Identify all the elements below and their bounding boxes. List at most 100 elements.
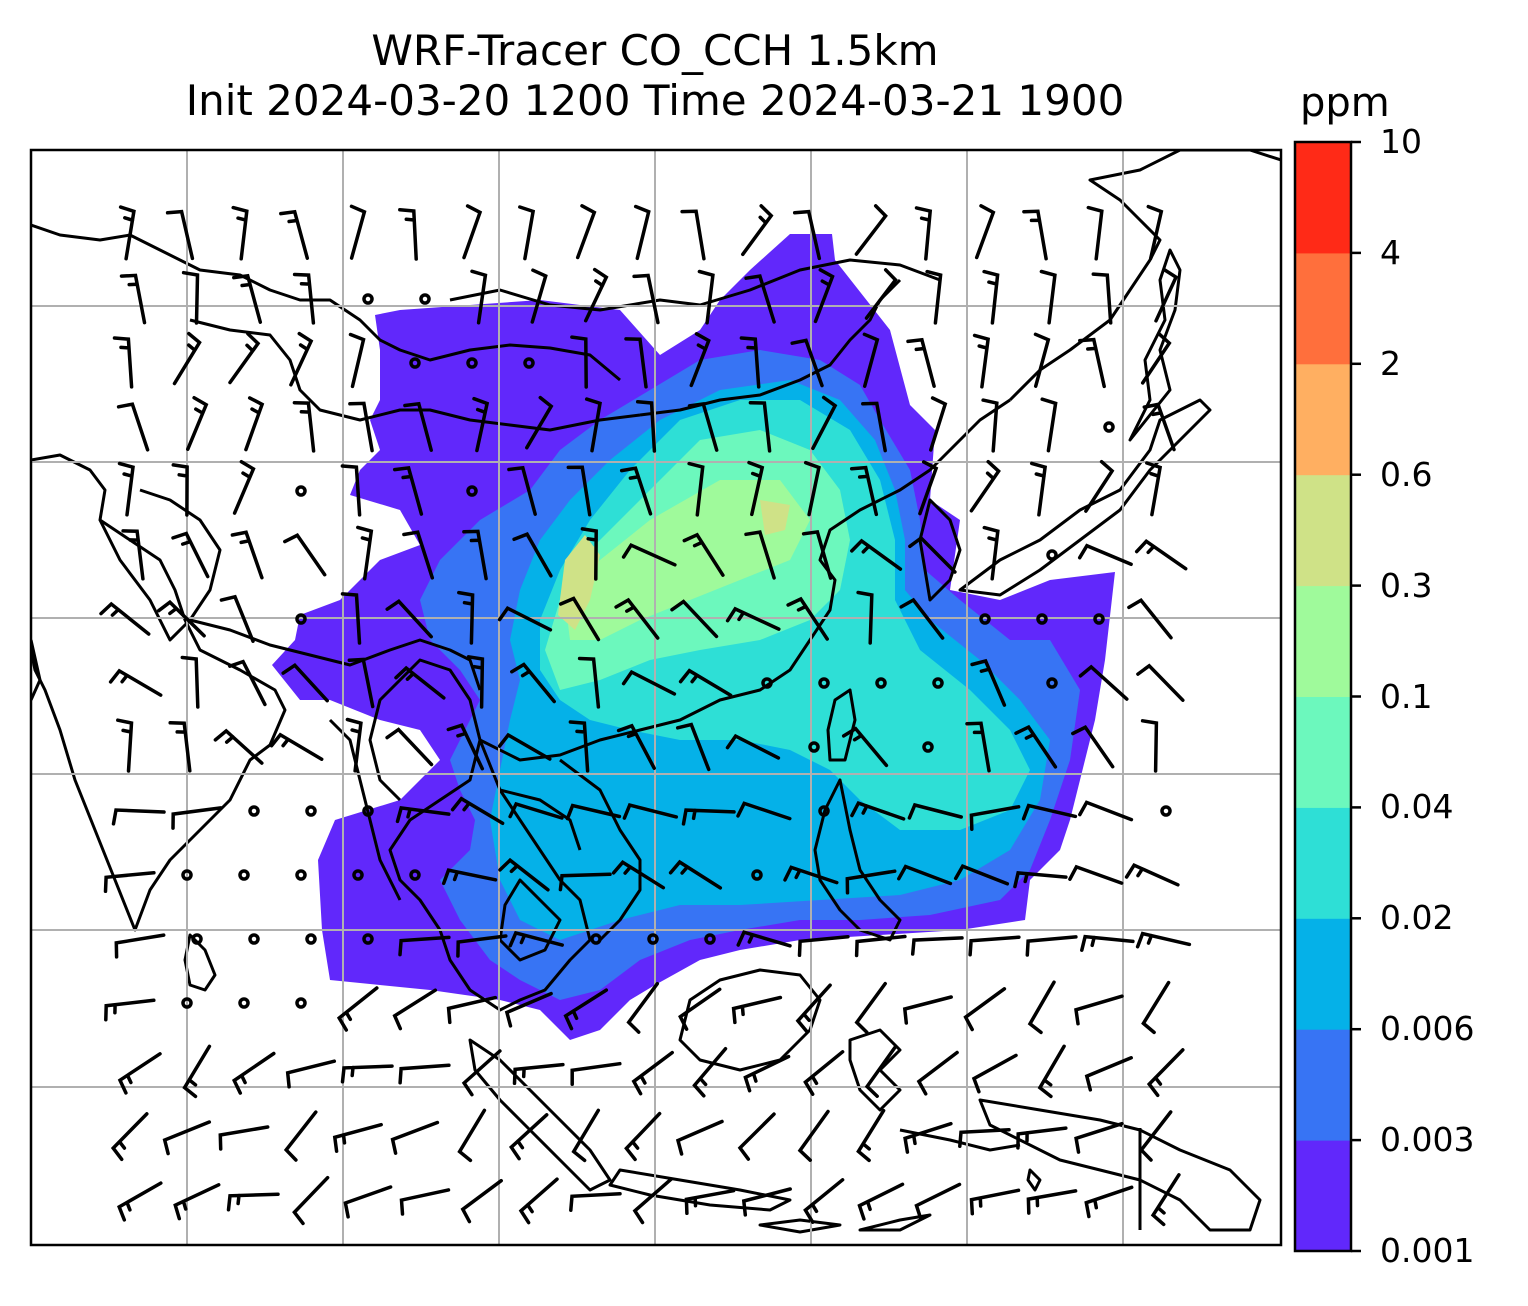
coastline-taiwan [826, 688, 857, 762]
wind-barb [1142, 402, 1176, 452]
wind-barb [929, 396, 948, 452]
wind-barb [390, 1120, 440, 1155]
wind-barb [466, 655, 485, 709]
wind-barb [681, 808, 736, 826]
wind-barb [803, 1178, 845, 1224]
wind-barb [910, 936, 964, 956]
calm-wind-marker [295, 613, 307, 625]
wind-barb [953, 864, 1010, 886]
wind-barb [850, 800, 906, 821]
wind-barb [156, 599, 206, 638]
colorbar-band-7 [1295, 363, 1351, 476]
wind-barb [457, 590, 475, 645]
calm-wind-marker [305, 933, 317, 945]
wind-barb [1124, 862, 1180, 887]
wind-barb [171, 463, 189, 517]
wind-barb [292, 1175, 330, 1226]
wind-barb [786, 596, 829, 641]
wind-barb [908, 535, 957, 574]
wind-barb [504, 991, 553, 1028]
wind-barb [398, 208, 418, 261]
wind-barb [1074, 994, 1124, 1026]
wind-barb [969, 459, 1001, 513]
wind-barb [854, 981, 887, 1034]
calm-wind-marker [1093, 613, 1105, 625]
wind-barb [119, 273, 147, 325]
coastline-myanmar [328, 718, 402, 901]
coastline-arabian-west [31, 639, 42, 701]
wind-barb [736, 930, 792, 948]
wind-barb [687, 461, 705, 517]
wind-barb [1022, 209, 1048, 261]
wind-barb [1068, 864, 1124, 885]
calm-wind-marker [362, 805, 374, 817]
wind-barb [394, 665, 446, 700]
wind-barb [232, 459, 256, 515]
calm-wind-marker [875, 677, 887, 689]
calm-wind-marker [647, 933, 659, 945]
wind-barb [624, 337, 648, 389]
wind-barb [958, 1127, 1011, 1148]
wind-barb [575, 204, 597, 260]
wind-barb [744, 274, 776, 324]
wind-barb [687, 401, 719, 452]
colorbar-band-1 [1295, 1029, 1351, 1141]
wind-barb [580, 527, 598, 581]
wind-barb [566, 465, 592, 517]
calm-wind-marker [409, 869, 421, 881]
wind-barb [1037, 1044, 1066, 1099]
calm-wind-marker [1046, 677, 1058, 689]
wind-barb [1071, 725, 1115, 769]
colorbar-tick-label: 0.04 [1380, 787, 1454, 827]
wind-barb [497, 605, 553, 632]
wind-barb [982, 269, 1000, 325]
wind-barb [512, 532, 553, 578]
wind-barb [619, 466, 653, 516]
border-southeast-asia-1 [368, 658, 482, 802]
calm-wind-marker [979, 613, 991, 625]
wind-barb [797, 1109, 830, 1162]
wind-barb [112, 336, 134, 389]
wind-barb [558, 596, 601, 642]
wind-barb [518, 205, 536, 261]
wind-barb [916, 1050, 959, 1096]
wind-barb [171, 806, 223, 830]
coastline-gulf-of-thailand [498, 878, 562, 962]
calm-wind-marker [818, 805, 830, 817]
wind-barb [1080, 934, 1135, 952]
calm-wind-marker [419, 293, 431, 305]
wind-barb [1013, 871, 1068, 889]
wind-barb [462, 529, 488, 581]
wind-barb [670, 599, 719, 639]
wind-barb [583, 267, 609, 323]
wind-barb [748, 400, 772, 453]
wind-barb [186, 395, 209, 451]
wind-barb [899, 597, 945, 640]
coastline-vietnam [559, 758, 642, 942]
title-line-2: Init 2024-03-20 1200 Time 2024-03-21 190… [185, 76, 1125, 125]
map-frame [29, 148, 1283, 1247]
wind-barb [621, 542, 677, 567]
wind-barb [340, 1064, 394, 1084]
wind-barb [398, 935, 451, 957]
wind-barb [854, 204, 888, 256]
calm-wind-marker [191, 933, 203, 945]
wind-barb [577, 656, 601, 709]
wind-barb [795, 983, 832, 1034]
wind-barb [180, 655, 200, 709]
wind-barb [675, 722, 711, 772]
wind-barb [1084, 1185, 1134, 1219]
wind-barb [856, 590, 874, 645]
wind-barb [803, 1050, 845, 1096]
wind-barb [460, 1178, 503, 1224]
wind-barb [725, 733, 781, 760]
wind-barb [283, 1110, 318, 1162]
colorbar-tick-label: 0.003 [1380, 1120, 1475, 1160]
wind-barb [228, 332, 261, 385]
wind-barb [1154, 267, 1179, 323]
wind-barb [508, 801, 564, 820]
wind-barb [402, 530, 435, 580]
colorbar-frame [1293, 140, 1353, 1253]
wind-barb [117, 1052, 162, 1095]
wind-barb [165, 209, 195, 261]
